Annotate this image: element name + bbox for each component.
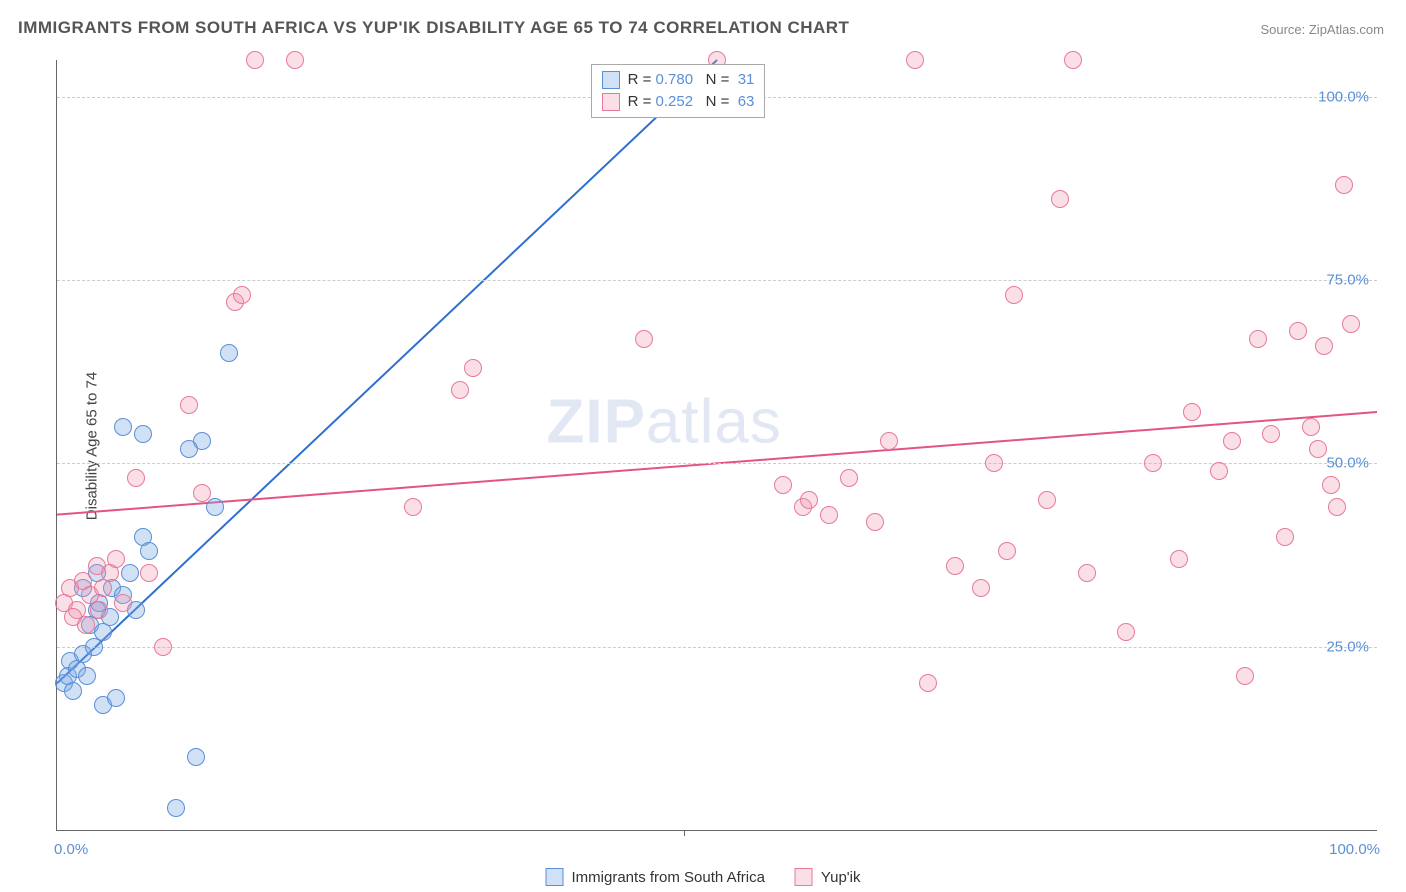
scatter-point — [140, 542, 158, 560]
legend-stats-text: R = 0.780 N = 31 — [628, 69, 755, 91]
scatter-point — [635, 330, 653, 348]
scatter-point — [1064, 51, 1082, 69]
scatter-point — [919, 674, 937, 692]
plot-svg-layer — [57, 60, 1377, 830]
scatter-point — [220, 344, 238, 362]
legend-swatch — [546, 868, 564, 886]
scatter-point — [1078, 564, 1096, 582]
gridline-horizontal — [57, 463, 1377, 464]
scatter-point — [880, 432, 898, 450]
scatter-point — [1342, 315, 1360, 333]
scatter-point — [77, 616, 95, 634]
gridline-horizontal — [57, 280, 1377, 281]
legend-stats-row: R = 0.252 N = 63 — [602, 91, 755, 113]
scatter-point — [1322, 476, 1340, 494]
scatter-point — [985, 454, 1003, 472]
scatter-point — [1183, 403, 1201, 421]
scatter-point — [1328, 498, 1346, 516]
scatter-point — [404, 498, 422, 516]
scatter-point — [1170, 550, 1188, 568]
scatter-point — [187, 748, 205, 766]
legend-bottom-item: Immigrants from South Africa — [546, 868, 765, 886]
scatter-point — [1223, 432, 1241, 450]
scatter-point — [140, 564, 158, 582]
chart-title: IMMIGRANTS FROM SOUTH AFRICA VS YUP'IK D… — [18, 18, 849, 38]
gridline-vertical-minor — [684, 830, 685, 836]
scatter-point — [107, 550, 125, 568]
scatter-point — [193, 484, 211, 502]
scatter-point — [1144, 454, 1162, 472]
scatter-point — [233, 286, 251, 304]
scatter-point — [121, 564, 139, 582]
y-tick-label: 25.0% — [1326, 638, 1369, 655]
y-tick-label: 75.0% — [1326, 272, 1369, 289]
scatter-point — [451, 381, 469, 399]
y-tick-label: 100.0% — [1318, 88, 1369, 105]
scatter-point — [820, 506, 838, 524]
scatter-point — [1309, 440, 1327, 458]
scatter-point — [1038, 491, 1056, 509]
scatter-point — [1276, 528, 1294, 546]
scatter-point — [972, 579, 990, 597]
scatter-point — [464, 359, 482, 377]
legend-series-label: Immigrants from South Africa — [572, 869, 765, 886]
legend-swatch — [602, 71, 620, 89]
scatter-point — [114, 594, 132, 612]
scatter-point — [78, 667, 96, 685]
scatter-point — [206, 498, 224, 516]
scatter-point — [107, 689, 125, 707]
scatter-point — [946, 557, 964, 575]
scatter-point — [1249, 330, 1267, 348]
scatter-plot-area: ZIPatlas 25.0% 50.0% 75.0% 100.0% — [56, 60, 1377, 831]
scatter-point — [774, 476, 792, 494]
scatter-point — [866, 513, 884, 531]
legend-stats-text: R = 0.252 N = 63 — [628, 91, 755, 113]
y-tick-label: 50.0% — [1326, 455, 1369, 472]
scatter-point — [154, 638, 172, 656]
scatter-point — [134, 425, 152, 443]
source-name: ZipAtlas.com — [1309, 22, 1384, 37]
source-label: Source: — [1260, 22, 1308, 37]
x-tick-label: 0.0% — [54, 841, 88, 858]
scatter-point — [1262, 425, 1280, 443]
scatter-point — [840, 469, 858, 487]
scatter-point — [998, 542, 1016, 560]
scatter-point — [127, 469, 145, 487]
scatter-point — [246, 51, 264, 69]
scatter-point — [114, 418, 132, 436]
scatter-point — [64, 682, 82, 700]
legend-bottom: Immigrants from South Africa Yup'ik — [546, 868, 861, 886]
legend-swatch — [602, 93, 620, 111]
scatter-point — [1210, 462, 1228, 480]
scatter-point — [800, 491, 818, 509]
scatter-point — [193, 432, 211, 450]
legend-swatch — [795, 868, 813, 886]
scatter-point — [906, 51, 924, 69]
scatter-point — [1005, 286, 1023, 304]
legend-stats-box: R = 0.780 N = 31R = 0.252 N = 63 — [591, 64, 766, 118]
watermark-zip: ZIP — [546, 387, 645, 456]
scatter-point — [1315, 337, 1333, 355]
trend-line — [57, 60, 717, 683]
scatter-point — [1236, 667, 1254, 685]
scatter-point — [180, 396, 198, 414]
gridline-horizontal — [57, 647, 1377, 648]
scatter-point — [1289, 322, 1307, 340]
watermark: ZIPatlas — [546, 386, 781, 457]
legend-stats-row: R = 0.780 N = 31 — [602, 69, 755, 91]
x-tick-label: 100.0% — [1329, 841, 1380, 858]
scatter-point — [90, 601, 108, 619]
source-credit: Source: ZipAtlas.com — [1260, 22, 1384, 37]
legend-series-label: Yup'ik — [821, 869, 861, 886]
scatter-point — [286, 51, 304, 69]
scatter-point — [1302, 418, 1320, 436]
scatter-point — [167, 799, 185, 817]
legend-bottom-item: Yup'ik — [795, 868, 861, 886]
scatter-point — [1335, 176, 1353, 194]
scatter-point — [1051, 190, 1069, 208]
watermark-atlas: atlas — [646, 387, 782, 456]
scatter-point — [1117, 623, 1135, 641]
